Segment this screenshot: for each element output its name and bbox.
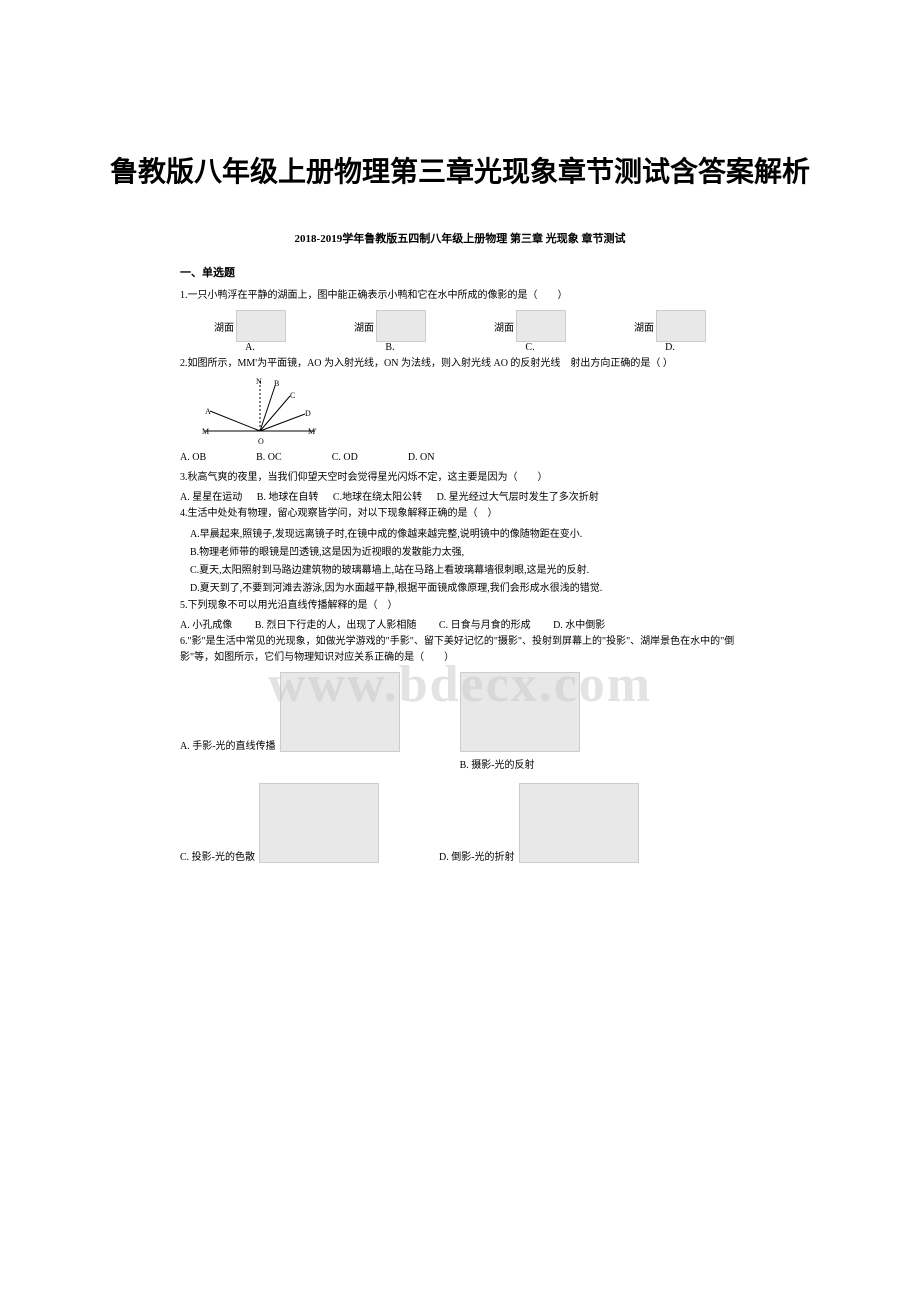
q6-images-row2: C. 投影-光的色散 D. 倒影-光的折射 — [180, 783, 740, 863]
q2-opt-c: C. OD — [332, 450, 358, 466]
q1-label-b: B. — [385, 342, 394, 353]
svg-text:M': M' — [308, 427, 317, 436]
q5-opt-d: D. 水中倒影 — [553, 620, 605, 631]
duck-image-b — [376, 310, 426, 342]
q4-opt-c: C.夏天,太阳照射到马路边建筑物的玻璃幕墙上,站在马路上看玻璃幕墙很刺眼,这是光… — [190, 562, 740, 580]
svg-text:O: O — [258, 437, 264, 446]
q6-item-a: A. 手影-光的直线传播 — [180, 672, 400, 771]
q1-label-a: A. — [245, 342, 255, 353]
lake-label-d: 湖面 — [634, 319, 654, 334]
q4-opt-b: B.物理老师带的眼镜是凹透镜,这是因为近视眼的发散能力太强, — [190, 544, 740, 562]
question-1: 1.一只小鸭浮在平静的湖面上，图中能正确表示小鸭和它在水中所成的像影的是（ ） — [180, 288, 740, 304]
question-3: 3.秋高气爽的夜里，当我们仰望天空时会觉得星光闪烁不定，这主要是因为（ ） — [180, 470, 740, 486]
duck-image-a — [236, 310, 286, 342]
hand-shadow-image — [280, 672, 400, 752]
q3-opt-b: B. 地球在自转 — [257, 492, 319, 503]
mirror-diagram: M M' O N A B C D — [200, 376, 320, 446]
svg-text:C: C — [290, 391, 295, 400]
question-2: 2.如图所示，MM'为平面镜，AO 为入射光线，ON 为法线，则入射光线 AO … — [180, 356, 740, 372]
svg-text:N: N — [256, 377, 262, 386]
question-1-images: 湖面 A. 湖面 B. 湖面 C. 湖面 D. — [180, 310, 740, 350]
q1-label-d: D. — [665, 342, 675, 353]
q6-images-row1: A. 手影-光的直线传播 B. 摄影-光的反射 — [180, 672, 740, 771]
q5-options: A. 小孔成像 B. 烈日下行走的人，出现了人影相随 C. 日食与月食的形成 D… — [180, 618, 740, 634]
photography-image — [460, 672, 580, 752]
q3-options: A. 星星在运动 B. 地球在自转 C.地球在绕太阳公转 D. 星光经过大气层时… — [180, 490, 740, 506]
question-4: 4.生活中处处有物理，留心观察皆学问，对以下现象解释正确的是（ ） — [180, 506, 740, 522]
lake-label-c: 湖面 — [494, 319, 514, 334]
q1-label-c: C. — [525, 342, 534, 353]
projection-image — [259, 783, 379, 863]
page-title: 鲁教版八年级上册物理第三章光现象章节测试含答案解析 — [0, 0, 920, 230]
q2-opt-d: D. ON — [408, 450, 435, 466]
section-header: 一、单选题 — [180, 264, 740, 280]
q6-item-c: C. 投影-光的色散 — [180, 783, 379, 863]
q2-options: A. OB B. OC C. OD D. ON — [180, 450, 740, 466]
duck-image-c — [516, 310, 566, 342]
lake-label-a: 湖面 — [214, 319, 234, 334]
q1-option-c: 湖面 C. — [470, 310, 590, 350]
q6-label-c: C. 投影-光的色散 — [180, 848, 255, 863]
q6-label-d: D. 倒影-光的折射 — [439, 848, 515, 863]
question-6: 6."影"是生活中常见的光现象，如做光学游戏的"手影"、留下美好记忆的"摄影"、… — [180, 634, 740, 666]
content-area: 2018-2019学年鲁教版五四制八年级上册物理 第三章 光现象 章节测试 一、… — [180, 230, 740, 863]
q6-label-b: B. 摄影-光的反射 — [460, 756, 580, 771]
q1-option-b: 湖面 B. — [330, 310, 450, 350]
q5-opt-c: C. 日食与月食的形成 — [439, 620, 531, 631]
svg-text:D: D — [305, 409, 311, 418]
q5-opt-b: B. 烈日下行走的人，出现了人影相随 — [255, 620, 417, 631]
svg-text:B: B — [274, 379, 279, 388]
q4-opt-d: D.夏天到了,不要到河滩去游泳,因为水面越平静,根据平面镜成像原理,我们会形成水… — [190, 580, 740, 598]
svg-text:M: M — [202, 427, 209, 436]
q1-option-a: 湖面 A. — [190, 310, 310, 350]
exam-header: 2018-2019学年鲁教版五四制八年级上册物理 第三章 光现象 章节测试 — [180, 230, 740, 246]
duck-image-d — [656, 310, 706, 342]
svg-text:A: A — [205, 407, 211, 416]
q3-opt-d: D. 星光经过大气层时发生了多次折射 — [437, 492, 599, 503]
q1-option-d: 湖面 D. — [610, 310, 730, 350]
question-5: 5.下列现象不可以用光沿直线传播解释的是（ ） — [180, 598, 740, 614]
q6-item-b: B. 摄影-光的反射 — [460, 672, 580, 771]
q6-label-a: A. 手影-光的直线传播 — [180, 737, 276, 752]
q6-item-d: D. 倒影-光的折射 — [439, 783, 639, 863]
q3-opt-c: C.地球在绕太阳公转 — [333, 492, 422, 503]
q5-opt-a: A. 小孔成像 — [180, 620, 232, 631]
q2-opt-b: B. OC — [256, 450, 282, 466]
q2-opt-a: A. OB — [180, 450, 206, 466]
lake-label-b: 湖面 — [354, 319, 374, 334]
q3-opt-a: A. 星星在运动 — [180, 492, 242, 503]
q4-opt-a: A.早晨起来,照镜子,发现远离镜子时,在镜中成的像越来越完整,说明镜中的像随物距… — [190, 526, 740, 544]
reflection-image — [519, 783, 639, 863]
